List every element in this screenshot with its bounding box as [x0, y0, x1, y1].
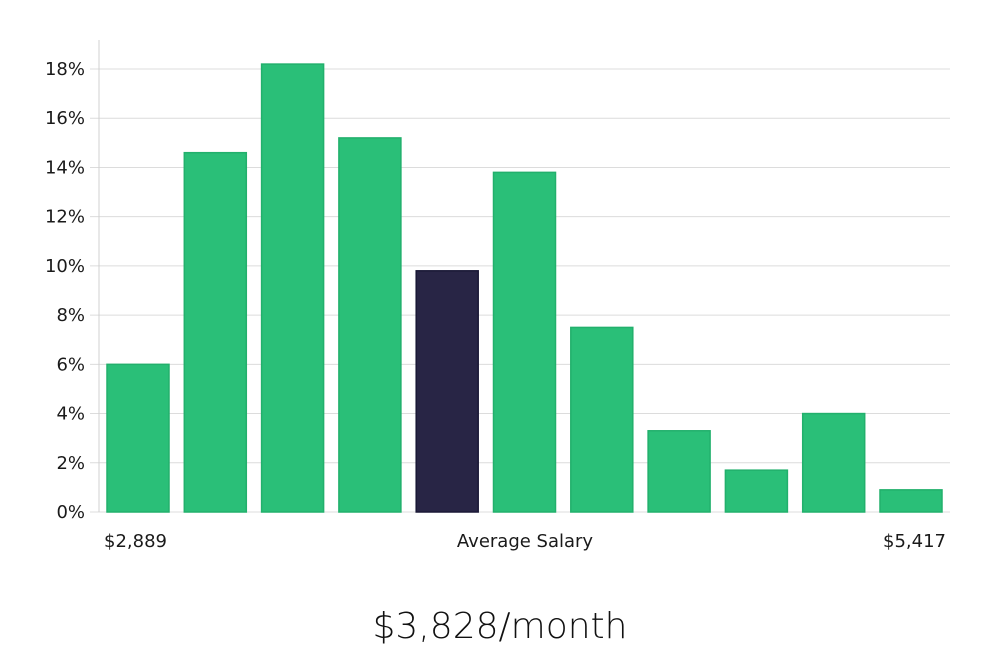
- y-tick-label: 16%: [45, 108, 85, 129]
- bar: [106, 363, 170, 513]
- y-tick-label: 10%: [45, 256, 85, 277]
- y-tick-label: 12%: [45, 207, 85, 228]
- bar: [801, 412, 866, 513]
- bar: [879, 489, 943, 513]
- x-max-label: $5,417: [883, 531, 946, 552]
- bars: [106, 63, 943, 513]
- average-salary-headline: $3,828/month: [372, 606, 628, 647]
- y-tick-label: 0%: [56, 502, 85, 523]
- y-tick-label: 14%: [45, 157, 85, 178]
- bar: [492, 171, 557, 513]
- bar: [724, 469, 789, 513]
- bar: [183, 151, 248, 513]
- bar: [570, 326, 634, 513]
- y-tick-label: 6%: [56, 354, 85, 375]
- y-tick-label: 8%: [56, 305, 85, 326]
- x-center-label: Average Salary: [457, 531, 594, 552]
- y-axis-tick-labels: 0% 2% 4% 6% 8% 10% 12% 14% 16% 18%: [45, 59, 85, 523]
- y-tick-label: 2%: [56, 453, 85, 474]
- bar: [338, 137, 402, 513]
- salary-distribution-chart: 0% 2% 4% 6% 8% 10% 12% 14% 16% 18% $2,889 Average…: [45, 40, 950, 552]
- y-tick-label: 18%: [45, 59, 85, 80]
- bar: [647, 430, 711, 513]
- y-tick-label: 4%: [56, 404, 85, 425]
- bar: [260, 63, 325, 513]
- bar-highlight: [415, 270, 479, 513]
- x-min-label: $2,889: [104, 531, 167, 552]
